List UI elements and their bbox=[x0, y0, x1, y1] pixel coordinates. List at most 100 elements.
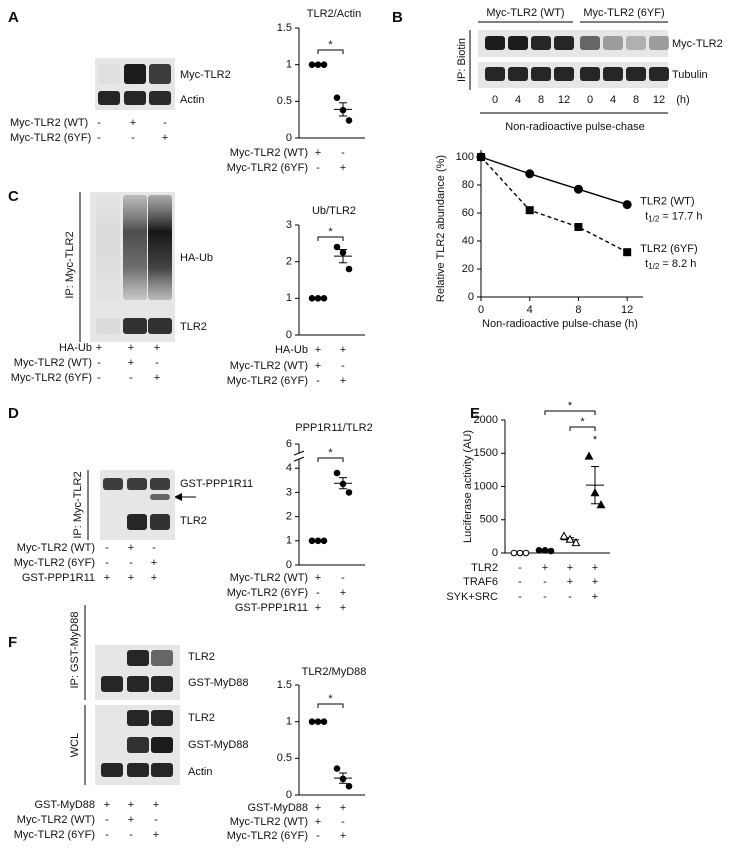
band bbox=[127, 737, 149, 753]
band-label: GST-MyD88 bbox=[188, 739, 249, 751]
x-tick-label: 12 bbox=[621, 304, 633, 316]
marker bbox=[320, 718, 328, 725]
marker bbox=[339, 480, 347, 488]
band bbox=[127, 650, 149, 666]
band bbox=[626, 67, 646, 81]
band bbox=[649, 36, 669, 50]
marker bbox=[339, 106, 347, 114]
condition-sign: - bbox=[518, 591, 522, 603]
lane-unit: (h) bbox=[676, 94, 689, 106]
marker bbox=[314, 295, 322, 302]
condition-sign: - bbox=[568, 591, 572, 603]
band bbox=[151, 737, 173, 753]
marker bbox=[314, 537, 322, 545]
error-bar bbox=[591, 466, 599, 505]
condition-sign: - bbox=[129, 372, 133, 384]
y-tick-label: 2 bbox=[286, 511, 292, 523]
chart-title: TLR2/MyD88 bbox=[302, 666, 367, 678]
condition-sign: - bbox=[97, 132, 101, 144]
marker bbox=[547, 547, 555, 555]
band-smear bbox=[148, 195, 172, 300]
marker bbox=[535, 547, 543, 554]
band bbox=[150, 494, 170, 500]
marker bbox=[314, 718, 322, 725]
band bbox=[127, 763, 149, 777]
condition-sign: - bbox=[97, 357, 101, 369]
band bbox=[531, 67, 551, 81]
condition-sign: + bbox=[128, 814, 134, 826]
condition-sign: + bbox=[340, 587, 346, 599]
condition-sign: - bbox=[341, 147, 345, 159]
band bbox=[98, 64, 120, 84]
lane-label: 0 bbox=[587, 94, 593, 106]
condition-label: HA-Ub bbox=[59, 342, 92, 354]
chart-title: Ub/TLR2 bbox=[312, 205, 356, 217]
group-header: Myc-TLR2 (WT) bbox=[486, 7, 564, 19]
band bbox=[151, 763, 173, 777]
condition-sign: - bbox=[341, 816, 345, 828]
band bbox=[149, 64, 171, 84]
y-tick-label: 0 bbox=[286, 559, 292, 571]
significance-label: * bbox=[328, 226, 333, 238]
condition-label: GST-MyD88 bbox=[247, 802, 308, 814]
y-tick-label: 1500 bbox=[474, 447, 498, 459]
band bbox=[151, 650, 173, 666]
marker bbox=[308, 295, 316, 302]
y-tick-label: 0 bbox=[286, 789, 292, 801]
marker bbox=[333, 94, 341, 101]
band bbox=[649, 67, 669, 81]
y-tick-label: 40 bbox=[462, 235, 474, 247]
condition-sign: - bbox=[518, 562, 522, 574]
band bbox=[124, 91, 146, 105]
half-life-symbol: t bbox=[645, 258, 648, 270]
band bbox=[149, 91, 171, 105]
y-tick-label: 4 bbox=[286, 462, 292, 474]
condition-sign: - bbox=[543, 576, 547, 588]
series-line bbox=[480, 156, 628, 206]
condition-label: Myc-TLR2 (6YF) bbox=[227, 587, 308, 599]
condition-label: Myc-TLR2 (6YF) bbox=[11, 372, 92, 384]
marker bbox=[333, 243, 341, 251]
band bbox=[150, 478, 170, 490]
condition-sign: - bbox=[155, 357, 159, 369]
condition-sign: + bbox=[315, 344, 321, 356]
lane-label: 8 bbox=[538, 94, 544, 106]
significance-label: * bbox=[568, 400, 573, 412]
band-label: Actin bbox=[180, 94, 204, 106]
band bbox=[603, 67, 623, 81]
band-label: TLR2 bbox=[188, 712, 215, 724]
band bbox=[554, 36, 574, 50]
marker bbox=[339, 775, 347, 783]
condition-sign: + bbox=[592, 576, 598, 588]
condition-label: TLR2 bbox=[471, 562, 498, 574]
condition-sign: - bbox=[543, 591, 547, 603]
band-label: GST-PPP1R11 bbox=[180, 478, 253, 490]
y-tick-label: 1.5 bbox=[277, 22, 292, 34]
band-label: HA-Ub bbox=[180, 252, 213, 264]
half-life-subscript: 1/2 bbox=[648, 262, 660, 271]
band-label: TLR2 bbox=[180, 515, 207, 527]
condition-sign: + bbox=[340, 375, 346, 387]
band bbox=[127, 514, 147, 530]
condition-label: Myc-TLR2 (WT) bbox=[10, 117, 88, 129]
condition-label: Myc-TLR2 (6YF) bbox=[227, 162, 308, 174]
marker bbox=[345, 782, 353, 790]
axis-break-mark bbox=[293, 450, 305, 456]
condition-sign: - bbox=[105, 557, 109, 569]
side-label: IP: Myc-TLR2 bbox=[64, 231, 76, 298]
condition-sign: + bbox=[128, 357, 134, 369]
band-label: TLR2 bbox=[188, 651, 215, 663]
axis-break bbox=[295, 453, 303, 460]
x-axis-label: Non-radioactive pulse-chase (h) bbox=[482, 318, 638, 330]
y-tick-label: 0.5 bbox=[277, 752, 292, 764]
panel-letter: A bbox=[8, 9, 19, 26]
y-tick-label: 0 bbox=[492, 547, 498, 559]
y-tick-label: 1000 bbox=[474, 480, 498, 492]
marker bbox=[623, 248, 632, 257]
condition-sign: - bbox=[341, 360, 345, 372]
condition-sign: - bbox=[316, 162, 320, 174]
band bbox=[101, 763, 123, 777]
significance-label: * bbox=[328, 447, 333, 459]
y-tick-label: 80 bbox=[462, 179, 474, 191]
